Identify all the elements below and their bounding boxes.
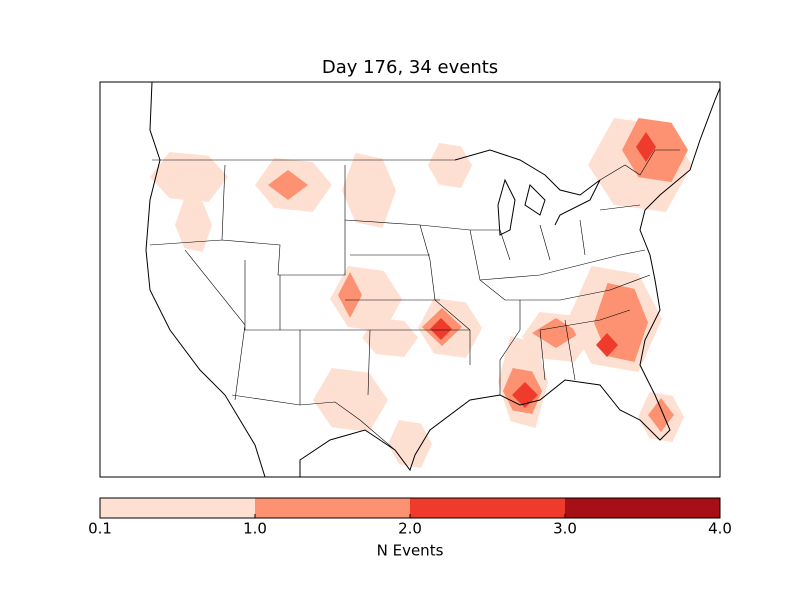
colorbar-tick-label: 4.0 xyxy=(708,520,732,538)
colorbar-tick-label: 0.1 xyxy=(88,520,112,538)
event-contour xyxy=(428,143,472,188)
event-contour xyxy=(636,132,656,162)
colorbar-bin xyxy=(565,498,720,518)
event-contour xyxy=(512,382,538,408)
event-contour xyxy=(175,198,212,252)
geography xyxy=(145,81,721,478)
event-contour xyxy=(313,368,388,432)
colorbar: 0.1 1.0 2.0 3.0 4.0 xyxy=(88,498,732,538)
colorbar-frame xyxy=(99,497,721,519)
event-contour xyxy=(430,318,452,340)
colorbar-bin xyxy=(255,498,410,518)
colorbar-tick-label: 1.0 xyxy=(243,520,267,538)
map-title: Day 176, 34 events xyxy=(322,57,498,78)
event-contour xyxy=(362,318,418,357)
colorbar-bin xyxy=(410,498,565,518)
coastline xyxy=(145,81,721,478)
map-frame xyxy=(99,81,721,478)
mexico-border xyxy=(231,394,396,451)
canada-border xyxy=(152,149,680,181)
colorbar-tick-label: 3.0 xyxy=(553,520,577,538)
event-contour xyxy=(150,152,228,202)
contour-layer xyxy=(150,118,692,468)
state-lines xyxy=(149,164,651,405)
event-contour xyxy=(268,170,308,200)
colorbar-bin xyxy=(100,498,255,518)
event-contour xyxy=(342,153,396,228)
colorbar-label: N Events xyxy=(377,542,444,560)
great-lakes xyxy=(454,149,601,236)
event-contour xyxy=(338,272,362,318)
colorbar-tick-label: 2.0 xyxy=(398,520,422,538)
event-contour xyxy=(596,333,618,357)
